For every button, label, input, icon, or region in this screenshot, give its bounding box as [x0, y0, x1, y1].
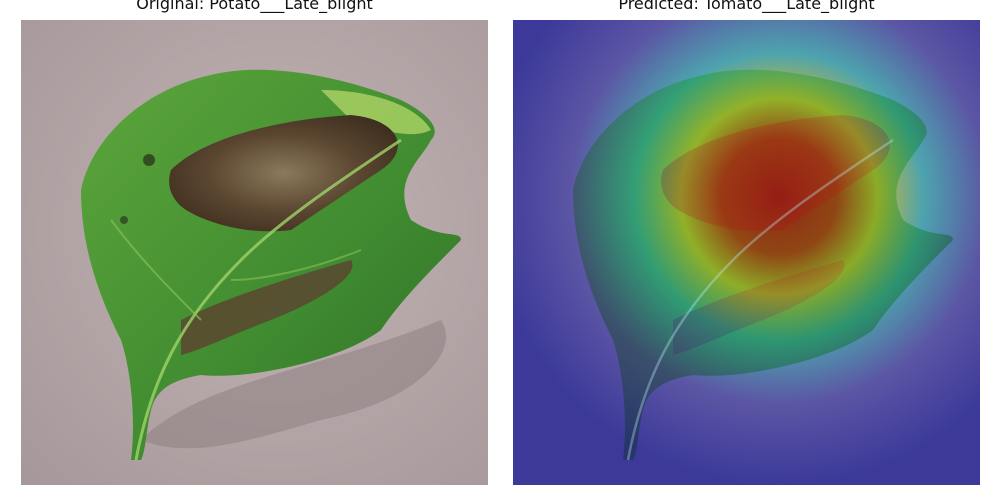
original-image — [21, 20, 488, 485]
predicted-title: Predicted: Tomato___Late_blight — [618, 0, 875, 13]
original-panel: Original: Potato___Late_blight — [21, 0, 488, 500]
original-title: Original: Potato___Late_blight — [136, 0, 373, 13]
predicted-panel: Predicted: Tomato___Late_blight — [513, 0, 980, 500]
gradcam-heatmap-image — [513, 20, 980, 485]
